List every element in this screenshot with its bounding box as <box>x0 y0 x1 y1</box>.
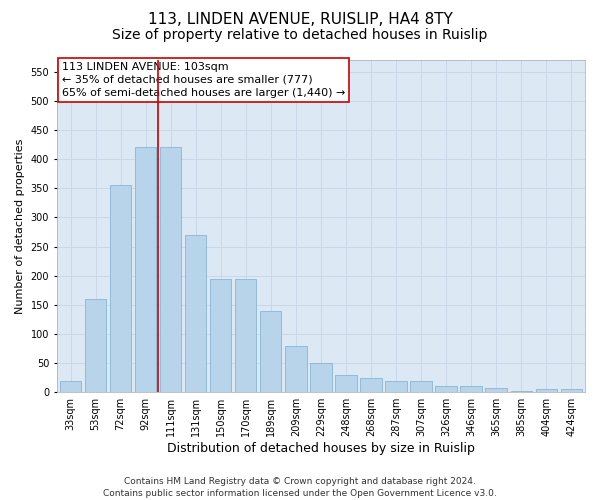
Bar <box>436 386 457 392</box>
Bar <box>361 378 382 392</box>
Bar <box>285 346 307 392</box>
Bar <box>460 386 482 392</box>
Bar <box>235 278 256 392</box>
Bar <box>160 148 181 392</box>
Bar <box>110 186 131 392</box>
Bar <box>185 235 206 392</box>
Y-axis label: Number of detached properties: Number of detached properties <box>15 138 25 314</box>
Bar <box>560 390 582 392</box>
Bar <box>310 363 332 392</box>
Bar <box>260 310 281 392</box>
Bar <box>210 278 232 392</box>
Text: Contains HM Land Registry data © Crown copyright and database right 2024.
Contai: Contains HM Land Registry data © Crown c… <box>103 476 497 498</box>
Bar <box>85 299 106 392</box>
Bar <box>536 390 557 392</box>
Text: 113 LINDEN AVENUE: 103sqm
← 35% of detached houses are smaller (777)
65% of semi: 113 LINDEN AVENUE: 103sqm ← 35% of detac… <box>62 62 346 98</box>
Bar <box>135 148 157 392</box>
Bar <box>410 380 431 392</box>
Bar <box>485 388 507 392</box>
Bar <box>511 391 532 392</box>
Bar <box>335 374 356 392</box>
Text: Size of property relative to detached houses in Ruislip: Size of property relative to detached ho… <box>112 28 488 42</box>
Bar <box>385 380 407 392</box>
X-axis label: Distribution of detached houses by size in Ruislip: Distribution of detached houses by size … <box>167 442 475 455</box>
Bar <box>60 380 81 392</box>
Text: 113, LINDEN AVENUE, RUISLIP, HA4 8TY: 113, LINDEN AVENUE, RUISLIP, HA4 8TY <box>148 12 452 28</box>
